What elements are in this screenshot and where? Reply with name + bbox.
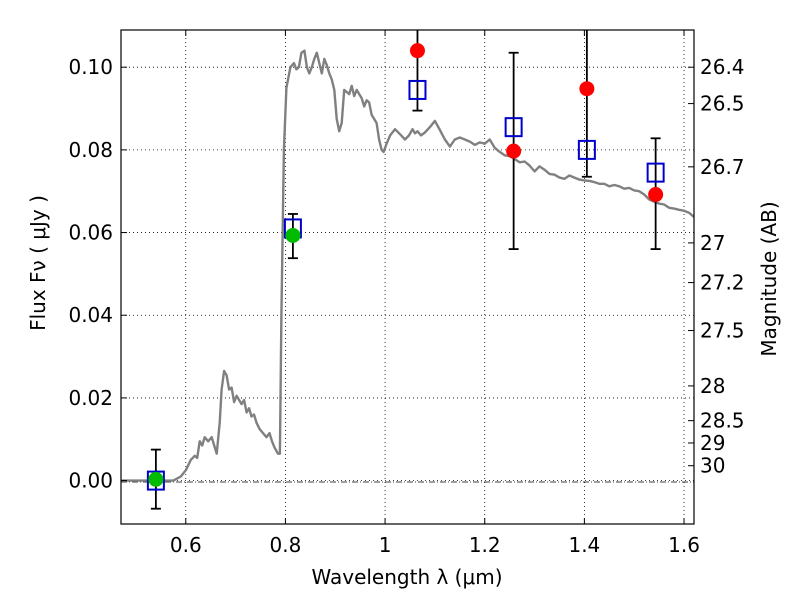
- red-point: [579, 81, 595, 97]
- grid-layer: [121, 30, 694, 524]
- blue-square-marker: [408, 79, 427, 100]
- x-tick-label: 1: [379, 533, 392, 557]
- blue-square-marker: [577, 139, 596, 160]
- magnitude-tick-label: 28: [700, 374, 725, 398]
- y-tick-label: 0.10: [68, 55, 113, 79]
- blue-square-marker: [504, 117, 523, 138]
- magnitude-tick-label: 29: [700, 431, 725, 455]
- red-point: [648, 187, 664, 203]
- green-point: [148, 471, 164, 487]
- data-layer: [121, 30, 695, 510]
- x-tick-label: 0.8: [270, 533, 302, 557]
- red-point: [409, 43, 425, 59]
- x-axis-title: Wavelength λ (μm): [311, 565, 502, 589]
- y-tick-label: 0.06: [68, 221, 113, 245]
- green-point: [285, 227, 301, 243]
- y-tick-label: 0.02: [68, 386, 113, 410]
- magnitude-tick-label: 26.7: [700, 155, 745, 179]
- magnitude-tick-label: 28.5: [700, 409, 745, 433]
- plot-frame: [120, 29, 695, 525]
- x-tick-label: 1.2: [469, 533, 501, 557]
- blue-square-marker: [646, 162, 665, 183]
- magnitude-tick-label: 27: [700, 231, 725, 255]
- magnitude-tick-label: 27.2: [700, 271, 745, 295]
- x-tick-label: 1.4: [568, 533, 600, 557]
- x-tick-label: 0.6: [170, 533, 202, 557]
- y-tick-label: 0.00: [68, 469, 113, 493]
- y-axis: 0.00 0.02 0.04 0.06 0.08 0.10: [68, 55, 127, 493]
- x-axis: 0.6 0.8 1 1.2 1.4 1.6: [170, 30, 700, 557]
- blue-square-marker: [146, 470, 165, 491]
- x-tick-label: 1.6: [668, 533, 700, 557]
- y-tick-label: 0.04: [68, 303, 113, 327]
- red-point: [506, 143, 522, 159]
- magnitude-axis-title: Magnitude (AB): [757, 201, 781, 356]
- y-tick-label: 0.08: [68, 138, 113, 162]
- magnitude-tick-label: 27.5: [700, 319, 745, 343]
- magnitude-tick-label: 26.4: [700, 55, 745, 79]
- y-axis-title: Flux Fν ( μJy ): [26, 195, 50, 331]
- magnitude-tick-label: 30: [700, 454, 725, 478]
- magnitude-tick-label: 26.5: [700, 92, 745, 116]
- model-spectrum-line: [121, 49, 695, 482]
